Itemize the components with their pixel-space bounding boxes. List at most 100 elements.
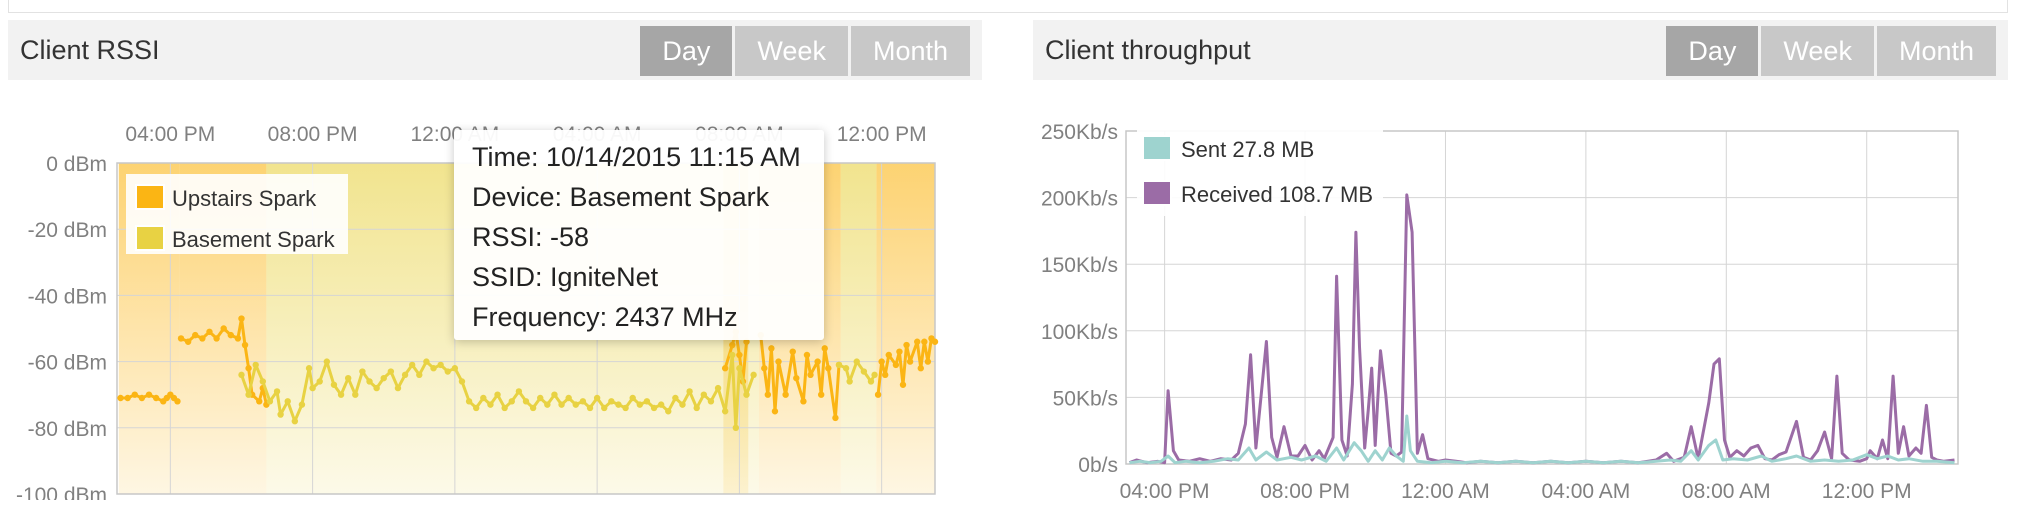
throughput-day-button[interactable]: Day: [1666, 26, 1759, 76]
rssi-band-0-4: [876, 163, 935, 494]
rssi-x-tick-label: 08:00 PM: [268, 123, 358, 146]
client-throughput-panel: Client throughput Day Week Month 250Kb/s…: [1033, 20, 2008, 500]
rssi-point-0-3-12: [814, 358, 821, 365]
rssi-point-1-0-64: [686, 388, 693, 395]
rssi-point-1-0-39: [508, 398, 515, 405]
throughput-x-tick-label: 04:00 PM: [1120, 480, 1210, 500]
sent-series-line: [1129, 414, 1955, 465]
rssi-point-0-2-3: [736, 351, 743, 359]
rssi-point-1-0-3: [259, 378, 267, 385]
rssi-series-line-0-3: [759, 334, 841, 420]
throughput-y-tick-label: 100Kb/s: [1041, 321, 1118, 344]
rssi-point-0-0-10: [174, 398, 181, 405]
rssi-point-1-0-50: [586, 404, 594, 412]
throughput-y-tick-label: 150Kb/s: [1041, 254, 1118, 277]
rssi-point-1-0-51: [593, 394, 601, 402]
rssi-point-1-0-36: [487, 401, 494, 408]
rssi-tooltip: Time: 10/14/2015 11:15 AM Device: Baseme…: [454, 130, 824, 340]
throughput-x-tick-label: 12:00 AM: [1401, 480, 1490, 500]
rssi-point-0-4-12: [924, 358, 932, 365]
rssi-point-0-1-10: [241, 341, 249, 349]
rssi-point-0-3-6: [782, 391, 789, 398]
rssi-point-0-2-1: [729, 341, 736, 349]
basement-legend-label: Basement Spark: [172, 227, 336, 252]
throughput-week-button[interactable]: Week: [1761, 26, 1874, 76]
tooltip-time: Time: 10/14/2015 11:15 AM: [472, 142, 801, 172]
rssi-point-1-1-1: [842, 365, 850, 372]
throughput-plot-border: [1125, 130, 1959, 465]
rssi-point-0-0-5: [152, 394, 160, 402]
rssi-point-1-1-3: [853, 358, 860, 365]
throughput-y-tick-label: 50Kb/s: [1053, 387, 1118, 410]
rssi-point-1-0-71: [732, 424, 740, 431]
rssi-series-line-0-1: [180, 317, 268, 405]
rssi-point-0-1-1: [184, 338, 192, 345]
tooltip-device: Device: Basement Spark: [472, 182, 770, 212]
upstairs-legend-label: Upstairs Spark: [172, 186, 317, 211]
rssi-point-1-0-18: [359, 368, 366, 375]
rssi-point-1-0-33: [465, 398, 473, 405]
rssi-point-1-0-26: [416, 371, 423, 379]
rssi-point-1-0-38: [501, 404, 508, 412]
rssi-x-tick-label: 04:00 PM: [125, 123, 215, 146]
rssi-y-tick-label: -60 dBm: [28, 352, 107, 375]
rssi-point-1-0-42: [529, 404, 537, 412]
rssi-point-1-0-35: [480, 394, 487, 402]
rssi-point-1-0-31: [451, 365, 459, 372]
rssi-point-1-0-6: [277, 411, 284, 418]
received-legend-swatch: [1142, 180, 1172, 206]
rssi-point-1-0-54: [615, 401, 622, 408]
sent-legend-label: Sent 27.8 MB: [1181, 137, 1314, 162]
throughput-x-tick-label: 12:00 PM: [1822, 480, 1912, 500]
rssi-point-1-0-58: [643, 398, 651, 405]
rssi-point-1-0-69: [721, 408, 729, 415]
sent-legend-swatch: [1142, 135, 1172, 161]
rssi-point-1-0-32: [458, 378, 466, 385]
throughput-month-button[interactable]: Month: [1876, 26, 1996, 76]
rssi-point-1-0-61: [665, 408, 672, 415]
rssi-point-0-3-3: [768, 345, 775, 352]
throughput-lines: [1128, 193, 1955, 465]
rssi-point-0-1-7: [227, 331, 235, 339]
rssi-point-1-0-65: [693, 404, 700, 412]
rssi-point-1-0-73: [743, 391, 750, 398]
rssi-point-1-0-8: [291, 417, 299, 425]
rssi-point-1-0-53: [608, 398, 615, 405]
rssi-point-0-4-6: [899, 381, 907, 388]
rssi-point-0-3-5: [775, 358, 782, 365]
rssi-point-1-0-63: [679, 401, 686, 408]
rssi-day-button[interactable]: Day: [640, 26, 733, 76]
rssi-point-1-0-43: [537, 394, 544, 402]
received-series-line: [1128, 193, 1955, 465]
rssi-point-0-4-1: [878, 358, 885, 365]
rssi-point-1-0-44: [544, 401, 551, 408]
rssi-point-0-1-9: [238, 315, 245, 322]
rssi-point-1-0-67: [707, 398, 715, 405]
rssi-point-0-4-10: [917, 365, 924, 372]
rssi-point-0-3-9: [800, 398, 807, 405]
rssi-month-button[interactable]: Month: [850, 26, 970, 76]
rssi-series-line-0-2: [723, 330, 748, 383]
rssi-point-1-0-74: [750, 371, 757, 379]
throughput-range-buttons: Day Week Month: [1663, 26, 1996, 76]
rssi-point-0-3-2: [764, 391, 772, 398]
tooltip-frequency: Frequency: 2437 MHz: [472, 302, 738, 332]
tooltip-rssi: RSSI: -58: [472, 222, 590, 252]
tooltip-ssid: SSID: IgniteNet: [472, 262, 659, 292]
rssi-week-button[interactable]: Week: [735, 26, 848, 76]
rssi-point-1-0-46: [558, 401, 565, 408]
rssi-point-1-0-15: [337, 391, 345, 398]
rssi-point-1-0-7: [284, 398, 291, 405]
basement-legend-swatch: [135, 225, 165, 251]
rssi-point-0-0-0: [117, 394, 124, 402]
rssi-point-1-0-19: [366, 378, 373, 385]
rssi-point-1-0-70: [729, 351, 736, 359]
rssi-point-1-0-45: [551, 391, 558, 398]
rssi-point-0-3-4: [771, 408, 779, 415]
rssi-y-tick-label: -80 dBm: [28, 418, 107, 441]
throughput-x-tick-label: 04:00 AM: [1542, 480, 1631, 500]
rssi-point-0-0-1: [124, 394, 131, 402]
rssi-point-1-0-49: [579, 398, 587, 405]
rssi-point-1-0-40: [515, 388, 523, 395]
rssi-point-0-1-5: [213, 335, 220, 342]
